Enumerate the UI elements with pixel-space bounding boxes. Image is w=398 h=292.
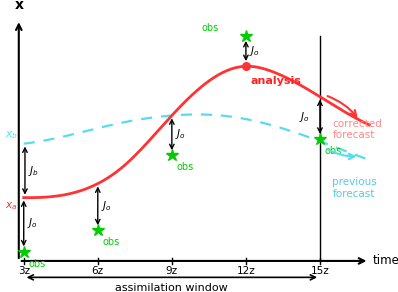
Text: 6z: 6z <box>92 266 104 276</box>
Text: obs: obs <box>201 23 219 33</box>
Text: obs: obs <box>325 146 342 156</box>
Text: corrected
forecast: corrected forecast <box>332 119 382 140</box>
Text: obs: obs <box>29 259 46 269</box>
Text: $J_o$: $J_o$ <box>101 199 111 213</box>
Text: $J_b$: $J_b$ <box>28 164 39 178</box>
Text: $J_o$: $J_o$ <box>299 110 310 124</box>
Text: 12z: 12z <box>236 266 255 276</box>
Text: $x_b$: $x_b$ <box>5 130 18 141</box>
Text: time: time <box>373 254 398 267</box>
Text: $J_o$: $J_o$ <box>249 44 260 58</box>
Text: x: x <box>14 0 23 12</box>
Text: $J_o$: $J_o$ <box>175 127 186 141</box>
Text: 3z: 3z <box>18 266 30 276</box>
Text: obs: obs <box>176 162 193 172</box>
Text: assimilation window: assimilation window <box>115 283 228 292</box>
Text: analysis: analysis <box>250 76 301 86</box>
Text: obs: obs <box>103 237 120 248</box>
Text: previous
forecast: previous forecast <box>332 178 377 199</box>
Text: $x_a$: $x_a$ <box>5 200 18 212</box>
Text: 15z: 15z <box>310 266 329 276</box>
Text: $J_o$: $J_o$ <box>27 216 37 230</box>
Text: 9z: 9z <box>166 266 178 276</box>
